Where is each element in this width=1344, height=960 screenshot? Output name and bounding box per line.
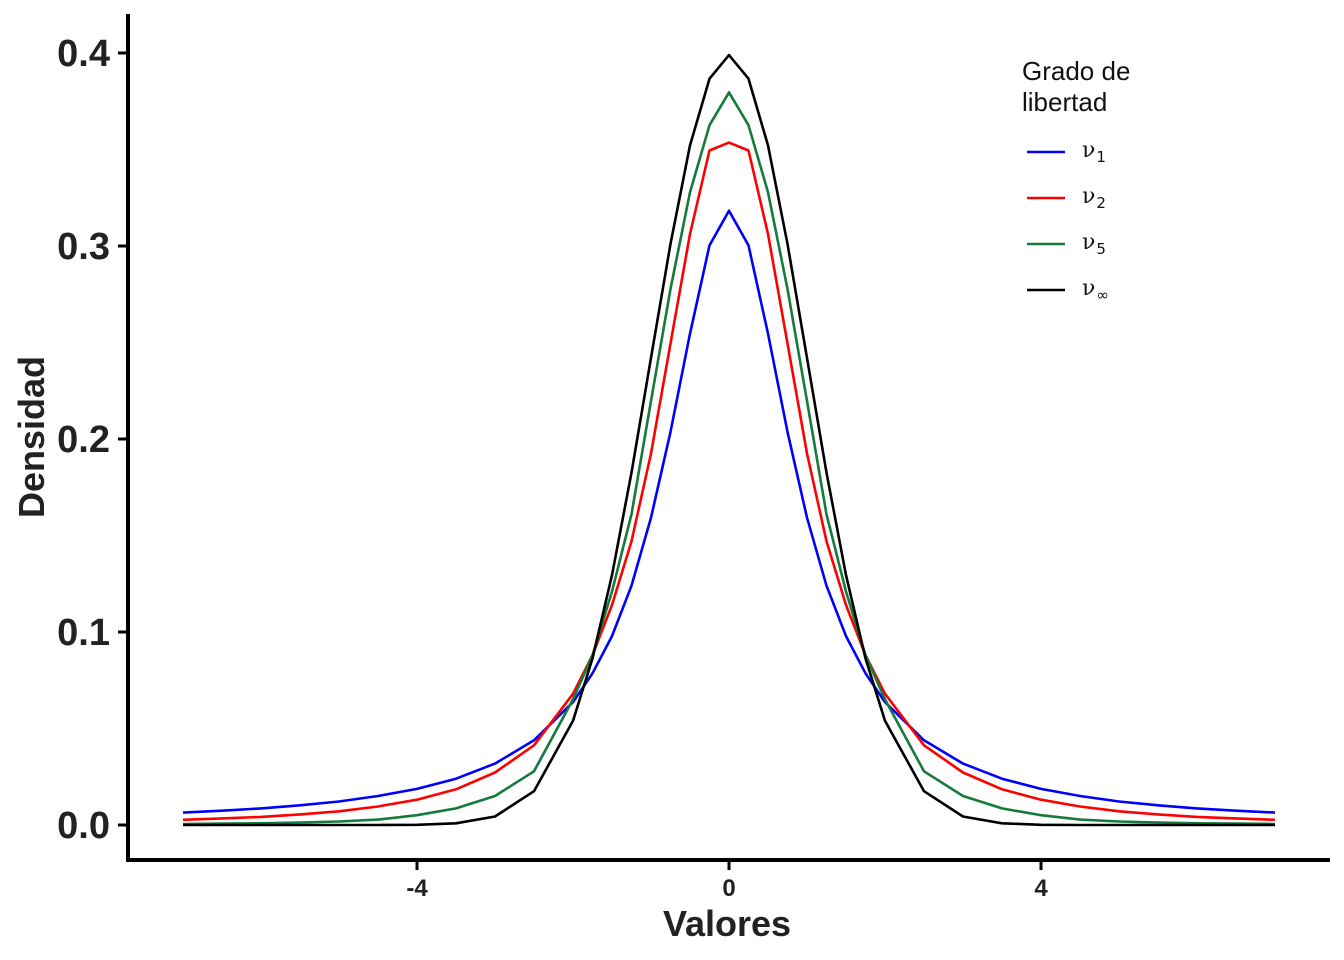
y-tick-label: 0.4 — [57, 33, 110, 75]
x-axis-title: Valores — [663, 903, 791, 944]
series-line-3 — [183, 53, 1275, 827]
y-tick-label: 0.3 — [57, 226, 110, 268]
legend-item: ν1 — [1027, 138, 1106, 166]
legend-label: ν2 — [1082, 184, 1106, 212]
x-tick-label: 4 — [1034, 875, 1048, 902]
x-tick-label: -4 — [406, 875, 428, 902]
legend-items: ν1 ν2 ν5 ν∞ — [1027, 138, 1109, 304]
y-tick-label: 0.1 — [57, 612, 110, 654]
series-line-2 — [182, 91, 1276, 826]
legend-label: ν∞ — [1082, 276, 1109, 304]
series-line-1 — [182, 141, 1276, 822]
x-axis-ticks: -4 0 4 — [406, 860, 1048, 902]
legend-title-line-2: libertad — [1022, 87, 1107, 117]
y-axis-title: Densidad — [11, 356, 52, 518]
legend-item: ν∞ — [1027, 276, 1109, 304]
y-tick-label: 0.0 — [57, 805, 110, 847]
y-tick-label: 0.2 — [57, 419, 110, 461]
y-axis-ticks: 0.0 0.1 0.2 0.3 0.4 — [57, 33, 128, 847]
x-tick-label: 0 — [722, 875, 735, 902]
legend-title-line-1: Grado de — [1022, 56, 1130, 86]
series-line-0 — [182, 209, 1276, 814]
legend-item: ν2 — [1027, 184, 1106, 212]
legend-label: ν1 — [1082, 138, 1106, 166]
legend-label: ν5 — [1082, 230, 1106, 258]
series-lines — [182, 53, 1276, 827]
legend-item: ν5 — [1027, 230, 1106, 258]
legend: Grado de libertad ν1 ν2 ν5 ν∞ — [1022, 56, 1130, 304]
